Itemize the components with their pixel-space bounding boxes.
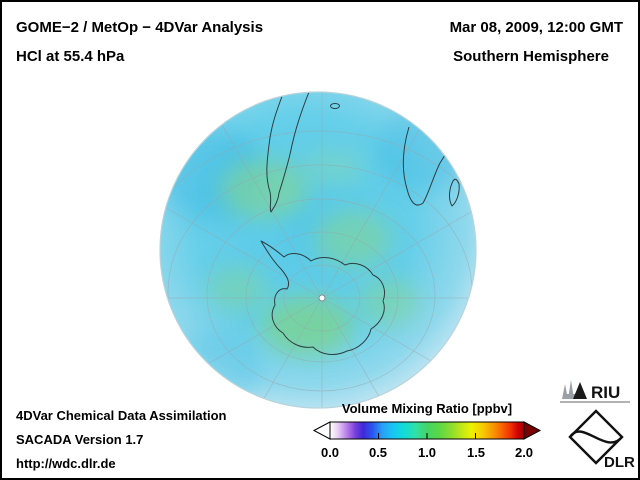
coast-antarctica [260, 240, 386, 355]
riu-cathedral-icon [562, 380, 576, 399]
colorbar-tick-3: 1.5 [466, 445, 486, 460]
datetime-label: Mar 08, 2009, 12:00 GMT [449, 19, 623, 36]
title-line-2: HCl at 55.4 hPa [16, 48, 125, 65]
colorbar [312, 421, 542, 440]
assimilation-label: 4DVar Chemical Data Assimilation [16, 408, 227, 423]
colorbar-title: Volume Mixing Ratio [ppbv] [341, 401, 513, 416]
header-right: Mar 08, 2009, 12:00 GMT Southern Hemisph… [450, 13, 623, 71]
riu-text: RIU [591, 383, 620, 402]
hemisphere-label: Southern Hemisphere [453, 48, 609, 65]
wdc-url-label: http://wdc.dlr.de [16, 456, 116, 471]
coast-madagascar [449, 178, 460, 207]
title-line-1: GOME−2 / MetOp − 4DVar Analysis [16, 19, 264, 36]
dlr-text: DLR [604, 454, 635, 470]
colorbar-tick-1: 0.5 [368, 445, 388, 460]
colorbar-tick-2: 1.0 [417, 445, 437, 460]
coast-falkland-islands [330, 103, 340, 109]
riu-logo: RIU [560, 380, 630, 403]
header-left: GOME−2 / MetOp − 4DVar Analysis HCl at 5… [16, 13, 263, 71]
colorbar-right-arrow [523, 421, 542, 440]
footer-credits: 4DVar Chemical Data Assimilation SACADA … [16, 404, 227, 476]
dlr-emblem-icon [568, 409, 624, 465]
colorbar-left-arrow [312, 421, 331, 440]
globe-map [159, 91, 477, 409]
coast-south-america [266, 92, 310, 213]
colorbar-tick-0: 0.0 [320, 445, 340, 460]
riu-triangle-icon [573, 382, 587, 399]
dlr-logo: DLR [568, 409, 635, 470]
pole-marker [318, 294, 326, 302]
colorbar-tick-marks [378, 433, 476, 439]
sacada-version-label: SACADA Version 1.7 [16, 432, 144, 447]
globe-limb [159, 91, 477, 409]
colorbar-tick-4: 2.0 [514, 445, 534, 460]
